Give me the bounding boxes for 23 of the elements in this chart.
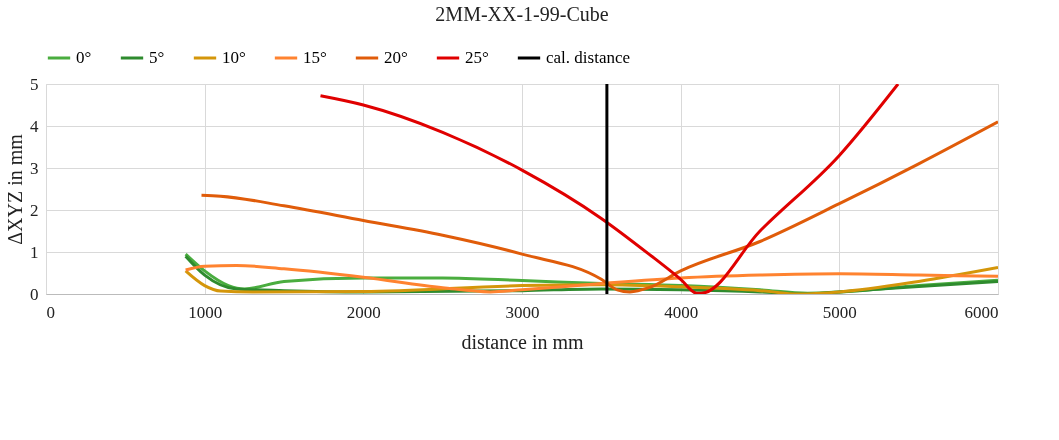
legend-label: 0° bbox=[76, 48, 92, 67]
x-tick-label: 1000 bbox=[188, 302, 223, 322]
x-tick-label: 6000 bbox=[964, 302, 999, 322]
chart-title: 2MM-XX-1-99-Cube bbox=[435, 3, 609, 25]
y-tick-label: 0 bbox=[30, 284, 39, 304]
x-tick-label: 5000 bbox=[822, 302, 857, 322]
x-tick-label: 0 bbox=[46, 302, 55, 322]
x-axis-title: distance in mm bbox=[461, 330, 585, 353]
legend-label: 15° bbox=[303, 48, 327, 67]
x-tick-label: 3000 bbox=[505, 302, 540, 322]
legend-label: 25° bbox=[465, 48, 489, 67]
y-tick-label: 4 bbox=[30, 116, 39, 136]
legend-label: cal. distance bbox=[546, 48, 631, 67]
y-tick-label: 1 bbox=[30, 242, 39, 262]
legend-label: 20° bbox=[384, 48, 408, 67]
y-tick-label: 2 bbox=[30, 200, 39, 220]
y-axis-title: ΔXYZ in mm bbox=[4, 133, 26, 245]
legend-label: 5° bbox=[149, 48, 165, 67]
y-tick-label: 3 bbox=[30, 158, 39, 178]
x-tick-label: 4000 bbox=[664, 302, 699, 322]
x-tick-label: 2000 bbox=[346, 302, 381, 322]
y-tick-label: 5 bbox=[30, 74, 39, 94]
legend-label: 10° bbox=[222, 48, 246, 67]
